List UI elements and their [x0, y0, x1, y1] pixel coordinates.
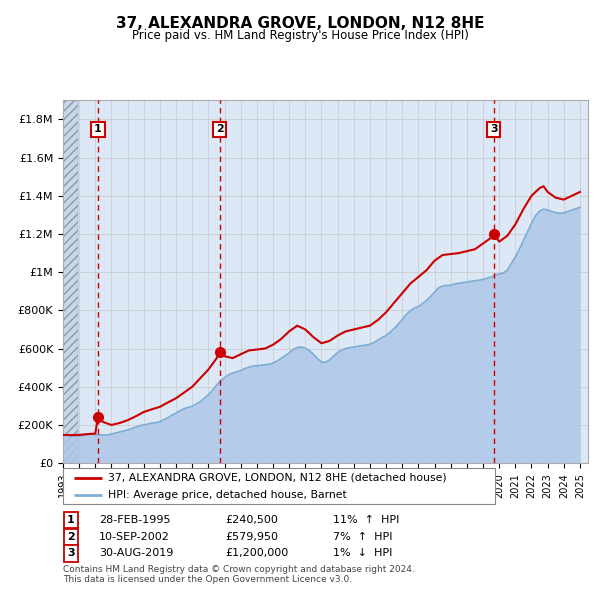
Text: £1,200,000: £1,200,000 — [225, 549, 288, 558]
Text: HPI: Average price, detached house, Barnet: HPI: Average price, detached house, Barn… — [109, 490, 347, 500]
Text: 7%  ↑  HPI: 7% ↑ HPI — [333, 532, 392, 542]
Text: 2: 2 — [67, 532, 74, 542]
Text: Contains HM Land Registry data © Crown copyright and database right 2024.: Contains HM Land Registry data © Crown c… — [63, 565, 415, 574]
Text: 1: 1 — [67, 516, 74, 525]
Text: 3: 3 — [490, 124, 497, 135]
Text: 10-SEP-2002: 10-SEP-2002 — [99, 532, 170, 542]
Text: 3: 3 — [67, 549, 74, 558]
Text: 2: 2 — [215, 124, 223, 135]
Text: 37, ALEXANDRA GROVE, LONDON, N12 8HE (detached house): 37, ALEXANDRA GROVE, LONDON, N12 8HE (de… — [109, 473, 447, 483]
Text: 30-AUG-2019: 30-AUG-2019 — [99, 549, 173, 558]
Text: 11%  ↑  HPI: 11% ↑ HPI — [333, 516, 400, 525]
Text: £579,950: £579,950 — [225, 532, 278, 542]
Text: £240,500: £240,500 — [225, 516, 278, 525]
Text: 37, ALEXANDRA GROVE, LONDON, N12 8HE: 37, ALEXANDRA GROVE, LONDON, N12 8HE — [116, 16, 484, 31]
Text: 28-FEB-1995: 28-FEB-1995 — [99, 516, 170, 525]
Bar — [63, 100, 77, 463]
Text: This data is licensed under the Open Government Licence v3.0.: This data is licensed under the Open Gov… — [63, 575, 352, 584]
Text: 1: 1 — [94, 124, 102, 135]
Text: Price paid vs. HM Land Registry's House Price Index (HPI): Price paid vs. HM Land Registry's House … — [131, 29, 469, 42]
Text: 1%  ↓  HPI: 1% ↓ HPI — [333, 549, 392, 558]
